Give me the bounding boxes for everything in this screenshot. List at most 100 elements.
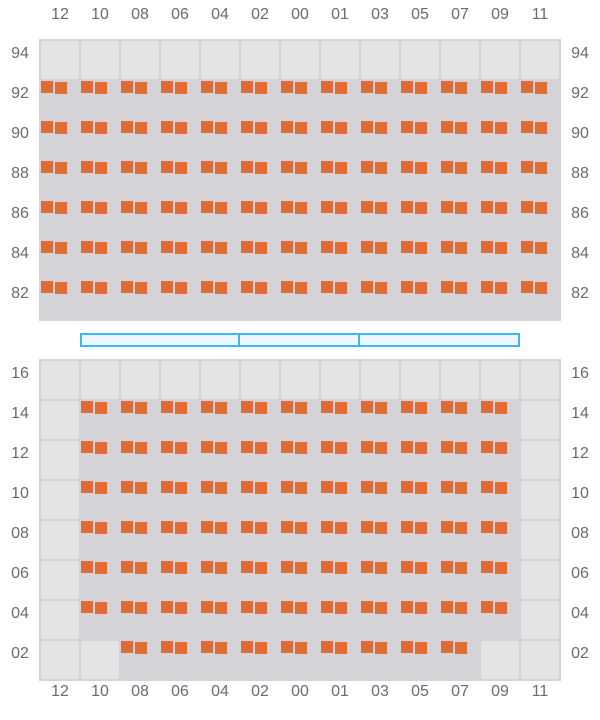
seat[interactable]	[295, 82, 307, 94]
seat[interactable]	[415, 482, 427, 494]
seat[interactable]	[135, 242, 147, 254]
seat[interactable]	[415, 602, 427, 614]
seat[interactable]	[295, 202, 307, 214]
seat[interactable]	[135, 562, 147, 574]
seat[interactable]	[415, 522, 427, 534]
seat[interactable]	[175, 162, 187, 174]
seat[interactable]	[135, 642, 147, 654]
seat[interactable]	[335, 642, 347, 654]
seat[interactable]	[335, 282, 347, 294]
seat[interactable]	[295, 122, 307, 134]
seat[interactable]	[495, 202, 507, 214]
seat[interactable]	[495, 162, 507, 174]
seat[interactable]	[335, 402, 347, 414]
seat[interactable]	[455, 642, 467, 654]
seat[interactable]	[375, 442, 387, 454]
seat[interactable]	[215, 442, 227, 454]
seat[interactable]	[255, 602, 267, 614]
seat[interactable]	[135, 482, 147, 494]
seat[interactable]	[375, 202, 387, 214]
seat[interactable]	[495, 522, 507, 534]
seat[interactable]	[95, 242, 107, 254]
seat[interactable]	[175, 82, 187, 94]
seat[interactable]	[495, 442, 507, 454]
seat[interactable]	[375, 562, 387, 574]
seat[interactable]	[335, 602, 347, 614]
seat[interactable]	[295, 642, 307, 654]
seat[interactable]	[335, 242, 347, 254]
seat[interactable]	[295, 522, 307, 534]
seat[interactable]	[55, 82, 67, 94]
seat[interactable]	[95, 402, 107, 414]
seat[interactable]	[335, 482, 347, 494]
seat[interactable]	[455, 402, 467, 414]
seat[interactable]	[135, 202, 147, 214]
seat[interactable]	[415, 562, 427, 574]
seat[interactable]	[95, 442, 107, 454]
seat[interactable]	[255, 642, 267, 654]
seat[interactable]	[495, 562, 507, 574]
seat[interactable]	[175, 642, 187, 654]
seat[interactable]	[135, 442, 147, 454]
seat[interactable]	[415, 162, 427, 174]
seat[interactable]	[255, 402, 267, 414]
seat[interactable]	[295, 442, 307, 454]
seat[interactable]	[175, 122, 187, 134]
seat[interactable]	[455, 162, 467, 174]
seat[interactable]	[375, 482, 387, 494]
seat[interactable]	[495, 82, 507, 94]
seat[interactable]	[495, 482, 507, 494]
seat[interactable]	[215, 642, 227, 654]
seat[interactable]	[255, 202, 267, 214]
seat[interactable]	[215, 522, 227, 534]
seat[interactable]	[215, 482, 227, 494]
seat[interactable]	[415, 82, 427, 94]
seat[interactable]	[415, 122, 427, 134]
seat[interactable]	[375, 162, 387, 174]
seat[interactable]	[455, 122, 467, 134]
seat[interactable]	[535, 162, 547, 174]
seat[interactable]	[375, 402, 387, 414]
seat[interactable]	[375, 82, 387, 94]
seat[interactable]	[255, 482, 267, 494]
seat[interactable]	[455, 522, 467, 534]
seat[interactable]	[255, 562, 267, 574]
seat[interactable]	[95, 122, 107, 134]
seat[interactable]	[335, 122, 347, 134]
seat[interactable]	[455, 242, 467, 254]
seat[interactable]	[335, 562, 347, 574]
seat[interactable]	[55, 122, 67, 134]
seat[interactable]	[95, 82, 107, 94]
seat[interactable]	[175, 442, 187, 454]
seat[interactable]	[535, 282, 547, 294]
seat[interactable]	[295, 482, 307, 494]
seat[interactable]	[215, 562, 227, 574]
seat[interactable]	[455, 562, 467, 574]
seat[interactable]	[255, 162, 267, 174]
seat[interactable]	[55, 282, 67, 294]
seat[interactable]	[255, 242, 267, 254]
seat[interactable]	[215, 282, 227, 294]
seat[interactable]	[335, 162, 347, 174]
seat[interactable]	[95, 202, 107, 214]
seat[interactable]	[495, 602, 507, 614]
seat[interactable]	[95, 602, 107, 614]
seat[interactable]	[95, 522, 107, 534]
seat[interactable]	[295, 562, 307, 574]
seat[interactable]	[455, 442, 467, 454]
seat[interactable]	[375, 522, 387, 534]
seat[interactable]	[135, 122, 147, 134]
seat[interactable]	[415, 442, 427, 454]
seat[interactable]	[95, 562, 107, 574]
seat[interactable]	[215, 202, 227, 214]
seat[interactable]	[255, 82, 267, 94]
seat[interactable]	[455, 602, 467, 614]
seat[interactable]	[55, 202, 67, 214]
seat[interactable]	[375, 642, 387, 654]
seat[interactable]	[335, 202, 347, 214]
seat[interactable]	[95, 482, 107, 494]
seat[interactable]	[535, 122, 547, 134]
seat[interactable]	[495, 242, 507, 254]
seat[interactable]	[135, 282, 147, 294]
seat[interactable]	[295, 602, 307, 614]
